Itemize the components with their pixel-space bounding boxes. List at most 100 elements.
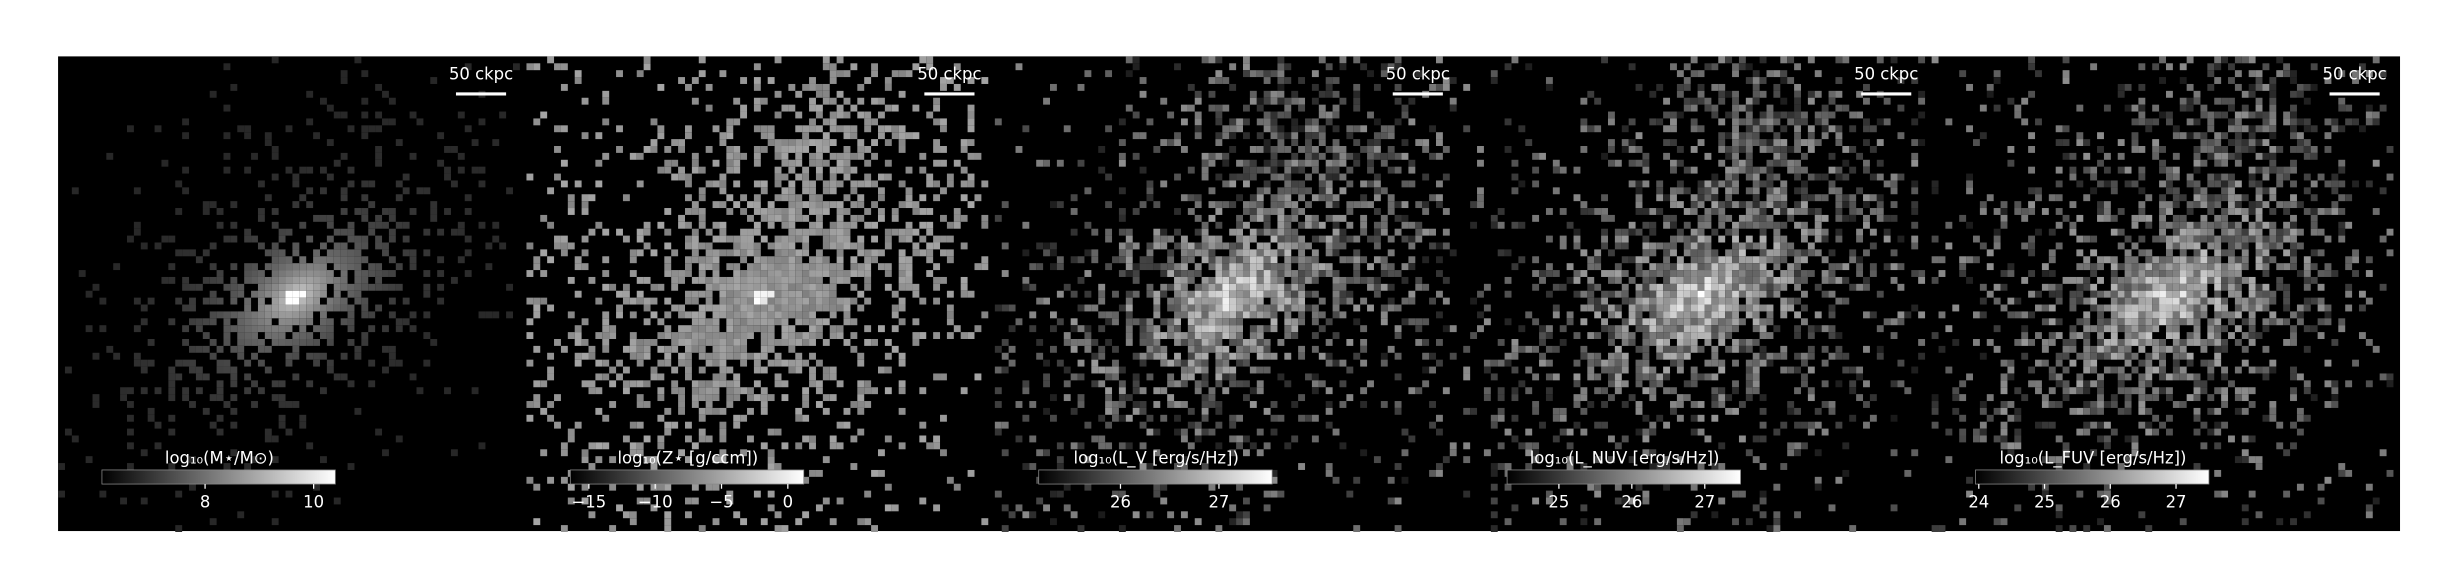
pixel bbox=[492, 235, 500, 243]
pixel bbox=[912, 332, 920, 339]
pixel bbox=[1160, 242, 1168, 250]
pixel bbox=[1380, 256, 1388, 264]
pixel bbox=[1415, 228, 1423, 236]
pixel bbox=[1242, 56, 1250, 64]
pixel bbox=[395, 263, 403, 271]
pixel bbox=[1049, 345, 1057, 353]
pixel bbox=[1628, 146, 1636, 153]
pixel bbox=[1008, 511, 1016, 519]
pixel bbox=[1718, 235, 1726, 243]
pixel bbox=[264, 249, 272, 257]
pixel bbox=[712, 249, 720, 257]
pixel bbox=[774, 166, 782, 174]
pixel bbox=[1807, 387, 1815, 395]
pixel bbox=[202, 407, 210, 415]
pixel bbox=[1187, 407, 1195, 415]
pixel bbox=[1635, 373, 1643, 381]
pixel bbox=[361, 332, 369, 339]
pixel bbox=[1718, 146, 1726, 153]
pixel bbox=[788, 83, 796, 91]
pixel bbox=[1263, 345, 1271, 353]
pixel bbox=[1215, 152, 1223, 160]
pixel bbox=[664, 483, 672, 491]
pixel bbox=[1738, 401, 1746, 408]
pixel bbox=[1704, 97, 1712, 105]
pixel bbox=[1697, 428, 1705, 436]
colorbar-label: log₁₀(Z⋆ [g/ccm]) bbox=[617, 448, 758, 467]
pixel bbox=[705, 332, 713, 339]
pixel bbox=[815, 208, 823, 215]
pixel bbox=[1670, 194, 1677, 202]
pixel bbox=[1752, 166, 1760, 174]
pixel bbox=[223, 366, 231, 374]
pixel bbox=[264, 283, 272, 291]
pixel bbox=[1725, 332, 1733, 339]
pixel bbox=[857, 263, 865, 271]
pixel bbox=[809, 283, 816, 291]
pixel bbox=[540, 270, 548, 277]
pixel bbox=[1670, 159, 1677, 167]
pixel bbox=[1931, 276, 1939, 284]
pixel bbox=[1966, 476, 1973, 484]
pixel bbox=[905, 166, 913, 174]
pixel bbox=[1242, 221, 1250, 229]
pixel bbox=[368, 325, 376, 333]
pixel bbox=[1063, 125, 1071, 133]
pixel bbox=[1132, 401, 1140, 408]
pixel bbox=[1890, 187, 1898, 195]
pixel bbox=[1112, 345, 1119, 353]
pixel bbox=[1291, 97, 1299, 105]
pixel bbox=[1594, 283, 1602, 291]
pixel bbox=[1373, 228, 1381, 236]
pixel bbox=[1305, 414, 1312, 422]
pixel bbox=[1422, 139, 1430, 147]
pixel bbox=[919, 221, 927, 229]
pixel bbox=[1966, 180, 1973, 188]
pixel bbox=[726, 304, 734, 312]
pixel bbox=[1587, 256, 1595, 264]
pixel bbox=[264, 318, 272, 326]
pixel bbox=[1360, 228, 1368, 236]
pixel bbox=[822, 228, 830, 236]
pixel bbox=[781, 139, 789, 147]
pixel bbox=[1780, 270, 1788, 277]
pixel bbox=[1918, 97, 1926, 105]
pixel bbox=[1490, 463, 1498, 470]
pixel bbox=[1442, 228, 1450, 236]
pixel bbox=[1167, 401, 1175, 408]
pixel bbox=[1139, 256, 1147, 264]
pixel bbox=[251, 456, 258, 464]
pixel bbox=[147, 407, 155, 415]
pixel bbox=[1794, 449, 1801, 457]
pixel bbox=[202, 201, 210, 209]
pixel bbox=[361, 297, 369, 305]
pixel bbox=[189, 304, 196, 312]
pixel bbox=[1098, 290, 1106, 298]
pixel bbox=[905, 201, 913, 209]
pixel bbox=[1077, 525, 1085, 532]
pixel bbox=[340, 70, 348, 78]
pixel bbox=[292, 304, 300, 312]
pixel bbox=[788, 256, 796, 264]
scalebar-label: 50 ckpc bbox=[1854, 65, 1918, 84]
pixel bbox=[1291, 180, 1299, 188]
pixel bbox=[340, 352, 348, 360]
pixel bbox=[843, 270, 851, 277]
pixel bbox=[1780, 221, 1788, 229]
pixel bbox=[1904, 469, 1912, 477]
pixel bbox=[1690, 228, 1698, 236]
pixel bbox=[602, 90, 610, 98]
pixel bbox=[1236, 297, 1243, 305]
pixel bbox=[933, 139, 941, 147]
pixel bbox=[99, 490, 107, 498]
pixel bbox=[1787, 449, 1795, 457]
pixel bbox=[1270, 173, 1278, 181]
pixel bbox=[1401, 180, 1409, 188]
pixel bbox=[1683, 270, 1691, 277]
pixel bbox=[1794, 263, 1801, 271]
pixel bbox=[822, 201, 830, 209]
pixel bbox=[1911, 449, 1919, 457]
pixel bbox=[382, 90, 389, 98]
pixel bbox=[822, 187, 830, 195]
pixel bbox=[1298, 159, 1306, 167]
